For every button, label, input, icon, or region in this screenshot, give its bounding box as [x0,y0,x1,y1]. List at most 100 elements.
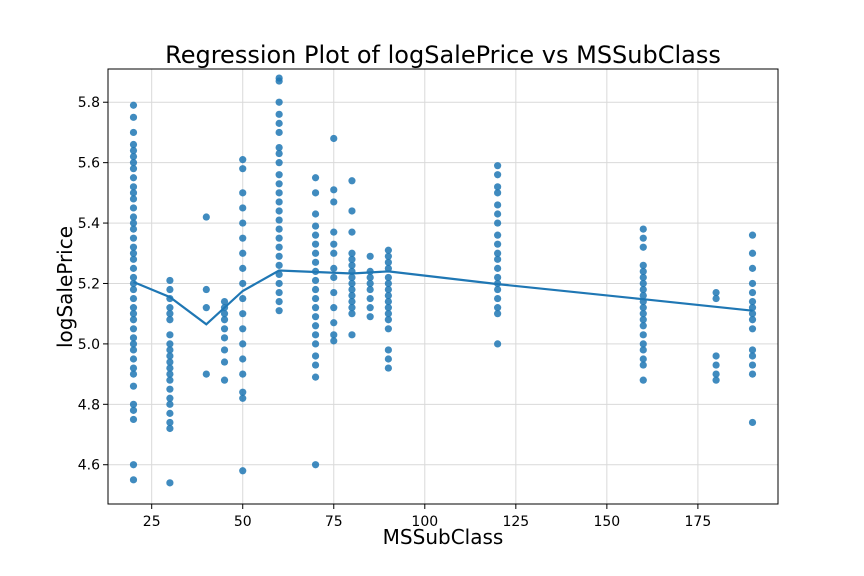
data-point [239,394,247,402]
data-point [275,171,283,179]
y-tick-label: 5.2 [78,276,100,292]
data-point [494,231,502,239]
data-point [129,165,138,173]
data-point [275,180,283,188]
x-tick-label: 100 [411,514,438,530]
data-point [384,355,392,363]
data-point [129,128,138,137]
data-point [348,291,356,300]
data-point [166,285,174,294]
data-point [129,370,138,378]
data-point [129,476,138,484]
data-point [384,316,392,324]
data-point [275,149,283,158]
data-point [239,156,247,164]
data-point [275,243,283,251]
data-point [166,352,174,360]
data-point [275,189,283,197]
data-point [639,261,647,269]
data-point [239,189,247,197]
data-point [166,409,174,417]
data-point [366,285,374,294]
data-point [166,479,174,487]
data-point [129,225,138,233]
data-point [129,304,138,312]
data-point [366,313,374,321]
data-point [129,140,138,149]
data-point [366,304,374,312]
data-point [311,276,320,285]
data-point [748,361,757,369]
data-point [239,310,247,318]
data-point [311,294,320,303]
data-point [311,258,320,266]
data-point [748,264,757,272]
x-axis-label: MSSubClass [383,525,504,549]
data-point [348,331,356,339]
data-point [366,252,374,260]
data-point [639,304,647,312]
data-point [311,352,320,360]
data-point [384,298,392,306]
plot-area [108,69,778,504]
data-point [384,279,392,288]
data-point [311,340,320,348]
data-point [712,288,720,297]
data-point [166,424,174,433]
y-tick-label: 5.0 [78,337,100,353]
data-point [639,355,647,363]
data-point [330,331,338,339]
data-point [366,279,374,288]
data-point [275,143,283,152]
data-point [239,467,247,475]
data-point [384,364,392,372]
data-point [129,204,138,212]
data-point [129,340,138,348]
data-point [348,228,356,236]
data-point [639,322,647,330]
data-point [311,304,320,312]
x-tick-label: 25 [143,514,161,530]
data-point [494,340,502,348]
data-point [311,285,320,294]
y-axis-label: logSalePrice [53,226,77,348]
data-point [330,319,338,327]
data-point [639,346,647,354]
plot-border [107,68,779,505]
data-point [166,418,174,427]
data-point [330,228,338,236]
data-point [748,316,757,324]
data-point [712,370,720,378]
data-point [311,222,320,230]
data-point [384,246,392,254]
x-tick-label: 175 [685,514,712,530]
data-point [494,189,502,197]
data-point [275,207,283,215]
data-point [275,198,283,206]
data-point [275,110,283,118]
data-point [384,264,392,272]
data-point [311,174,320,182]
data-point [166,394,174,402]
data-point [748,288,757,297]
data-point [639,285,647,294]
data-point [166,331,174,339]
data-point [330,264,338,272]
data-point [166,370,174,378]
data-point [348,261,356,269]
data-point [166,346,174,354]
data-point [275,74,283,82]
data-point [384,304,392,312]
data-point [239,355,247,363]
data-point [129,273,138,282]
data-point [239,165,247,173]
data-point [712,352,720,360]
data-point [275,225,283,233]
data-point [129,183,138,191]
data-point [494,310,502,318]
regression-line [133,269,753,326]
data-point [348,177,356,185]
data-point [129,243,138,251]
data-point [748,346,757,354]
scatter-points [129,74,757,487]
